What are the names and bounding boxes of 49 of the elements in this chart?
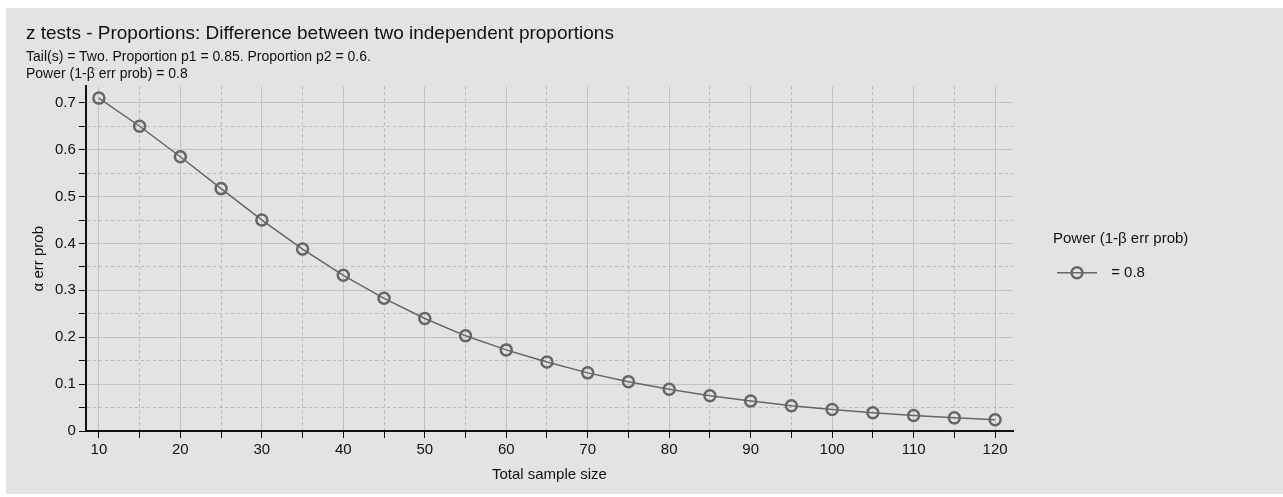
point (458, 329, 473, 343)
point (132, 119, 147, 133)
point (92, 91, 106, 105)
x-axis-title: Total sample size (491, 465, 607, 483)
point (866, 405, 880, 420)
point (662, 382, 676, 397)
y-tick-label: 0.6 (54, 139, 76, 157)
y-tick-label: 0.3 (54, 280, 76, 298)
y-tick-label: 0.5 (54, 186, 76, 204)
x-tick-label: 30 (253, 440, 271, 458)
point (336, 268, 351, 283)
x-tick-label: 50 (416, 440, 434, 458)
x-tick-label: 10 (90, 440, 108, 458)
point (906, 408, 921, 423)
point (621, 375, 636, 389)
point (295, 242, 310, 256)
x-tick-label: 20 (172, 440, 189, 458)
x-tick-label: 100 (819, 440, 845, 458)
legend-label: = 0.8 (1107, 262, 1145, 280)
chart-title: z tests - Proportions: Difference between two independent proportions (26, 21, 614, 43)
legend-title: Power (1-β err prob) (1053, 228, 1189, 246)
chart-subtitle: Tail(s) = Two. Proportion p1 = 0.85. Proportion p2 = 0.6. Power (1-β err prob) = 0.8 (26, 48, 371, 81)
y-tick-label: 0.2 (54, 327, 76, 345)
point (173, 149, 188, 164)
point (784, 398, 799, 413)
y-tick-label: 0.1 (54, 374, 76, 392)
point (825, 402, 839, 417)
y-tick-label: 0.4 (54, 233, 76, 251)
point (499, 343, 513, 357)
point (418, 311, 432, 326)
point (540, 355, 554, 369)
point (377, 291, 391, 306)
x-tick-label: 40 (334, 440, 352, 458)
x-tick-label: 110 (901, 440, 926, 458)
point (580, 366, 595, 380)
y-tick-label: 0.7 (54, 92, 76, 110)
point (743, 394, 758, 408)
x-tick-label: 90 (742, 440, 759, 458)
x-tick-label: 70 (579, 440, 597, 458)
x-tick-label: 120 (982, 440, 1008, 458)
y-tick-label: 0 (67, 421, 76, 439)
point (255, 213, 269, 227)
x-tick-label: 60 (497, 440, 515, 458)
point (703, 389, 717, 403)
point (988, 413, 1002, 427)
point (947, 411, 962, 425)
x-tick-label: 80 (660, 440, 678, 458)
point (214, 181, 228, 196)
y-axis-title: α err prob (29, 226, 47, 292)
